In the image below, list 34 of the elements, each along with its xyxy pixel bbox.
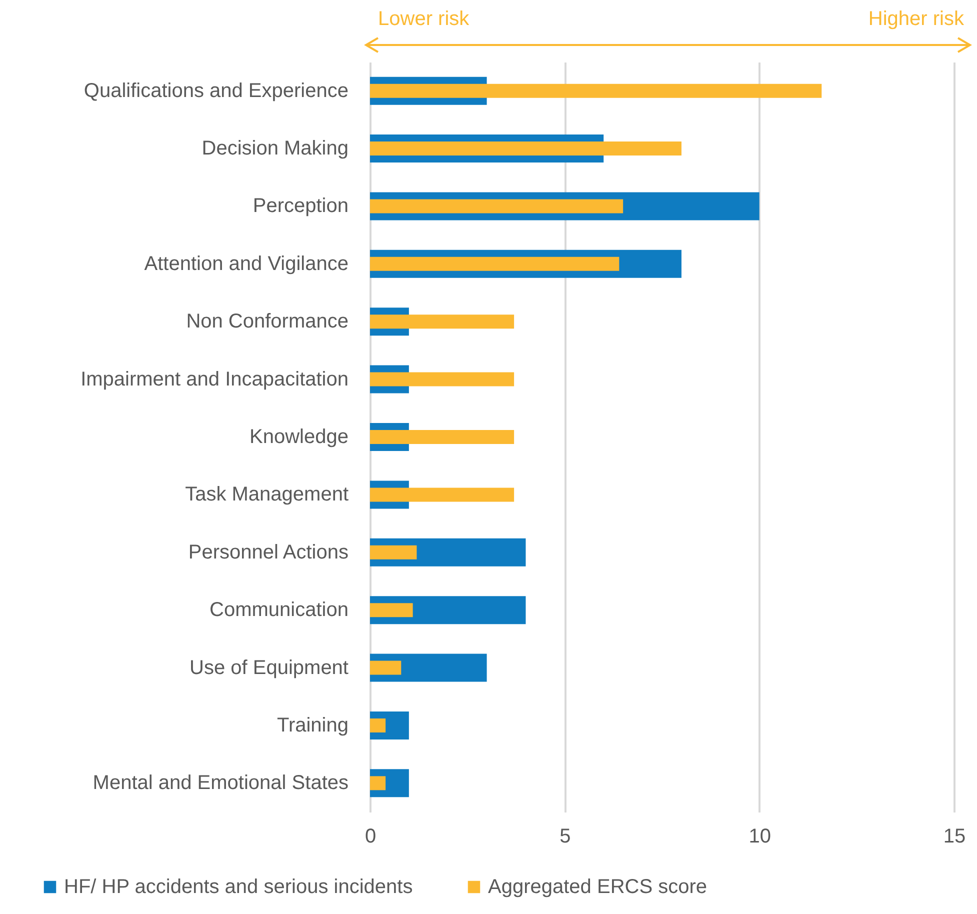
y-tick-label: Communication — [210, 599, 348, 622]
bar — [370, 718, 386, 732]
bar — [370, 660, 402, 675]
bar — [370, 199, 624, 214]
y-tick-label: Non Conformance — [186, 310, 348, 333]
bar — [370, 776, 386, 790]
y-tick-label: Knowledge — [250, 426, 348, 448]
bar — [370, 545, 417, 560]
bar — [370, 603, 413, 618]
bar — [370, 142, 682, 156]
x-tick-label: 10 — [748, 826, 771, 848]
bar — [370, 314, 514, 329]
text: Lower risk — [378, 8, 470, 31]
y-tick-label: Training — [276, 714, 348, 736]
legend-label: HF/ HP accidents and serious incidents — [64, 876, 413, 898]
y-tick-label: Use of Equipment — [190, 656, 349, 679]
text: Higher risk — [868, 8, 964, 31]
y-tick-label: Attention and Vigilance — [144, 252, 348, 275]
bar — [370, 256, 620, 271]
y-tick-label: Personnel Actions — [188, 541, 348, 564]
y-tick-label: Qualifications and Experience — [84, 80, 348, 102]
bar — [370, 430, 514, 444]
x-tick-label: 0 — [364, 826, 376, 848]
x-tick-label: 15 — [943, 826, 966, 848]
bar — [370, 372, 514, 386]
y-tick-label: Task Management — [185, 484, 349, 506]
y-tick-label: Perception — [252, 195, 348, 218]
y-tick-label: Impairment and Incapacitation — [80, 368, 348, 390]
y-tick-label: Mental and Emotional States — [92, 772, 348, 794]
bar — [370, 488, 514, 502]
y-tick-label: Decision Making — [202, 138, 348, 160]
legend-label: Aggregated ERCS score — [488, 876, 708, 898]
bar — [370, 84, 822, 98]
x-tick-label: 5 — [560, 826, 571, 848]
